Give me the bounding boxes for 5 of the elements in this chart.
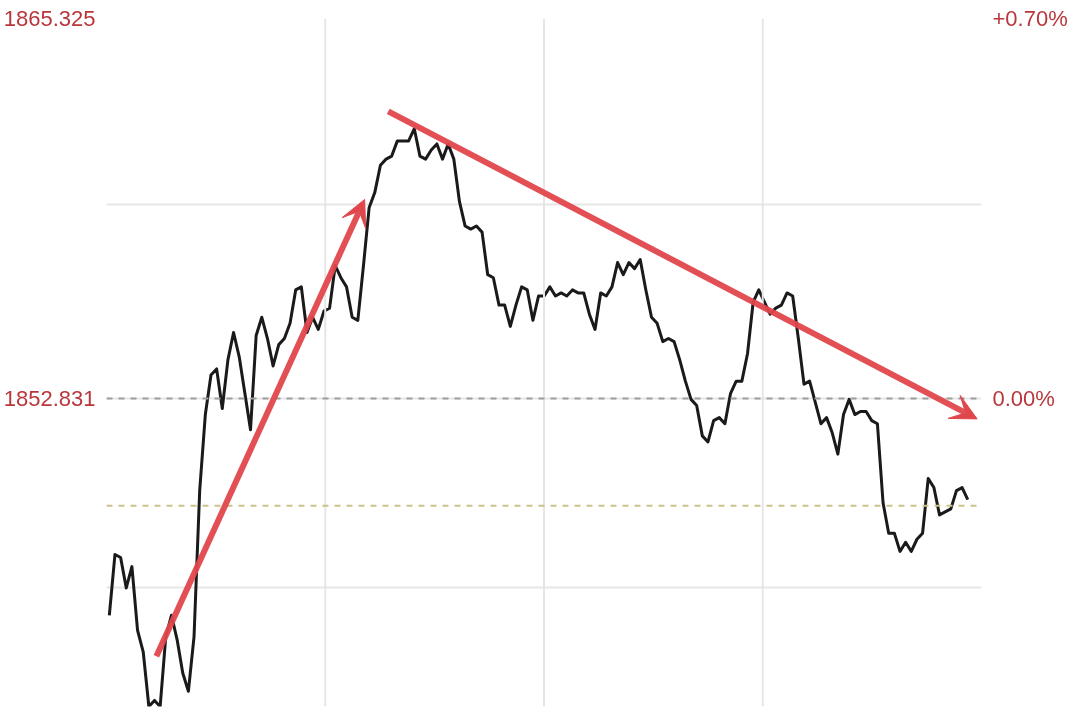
y-tick-label: 1865.325 <box>3 6 96 31</box>
line-series <box>107 127 970 707</box>
y-tick-label: 1852.831 <box>3 385 96 411</box>
y2-tick-label: +0.70% <box>992 6 1068 31</box>
y2-tick-label: 0.00% <box>992 385 1055 411</box>
